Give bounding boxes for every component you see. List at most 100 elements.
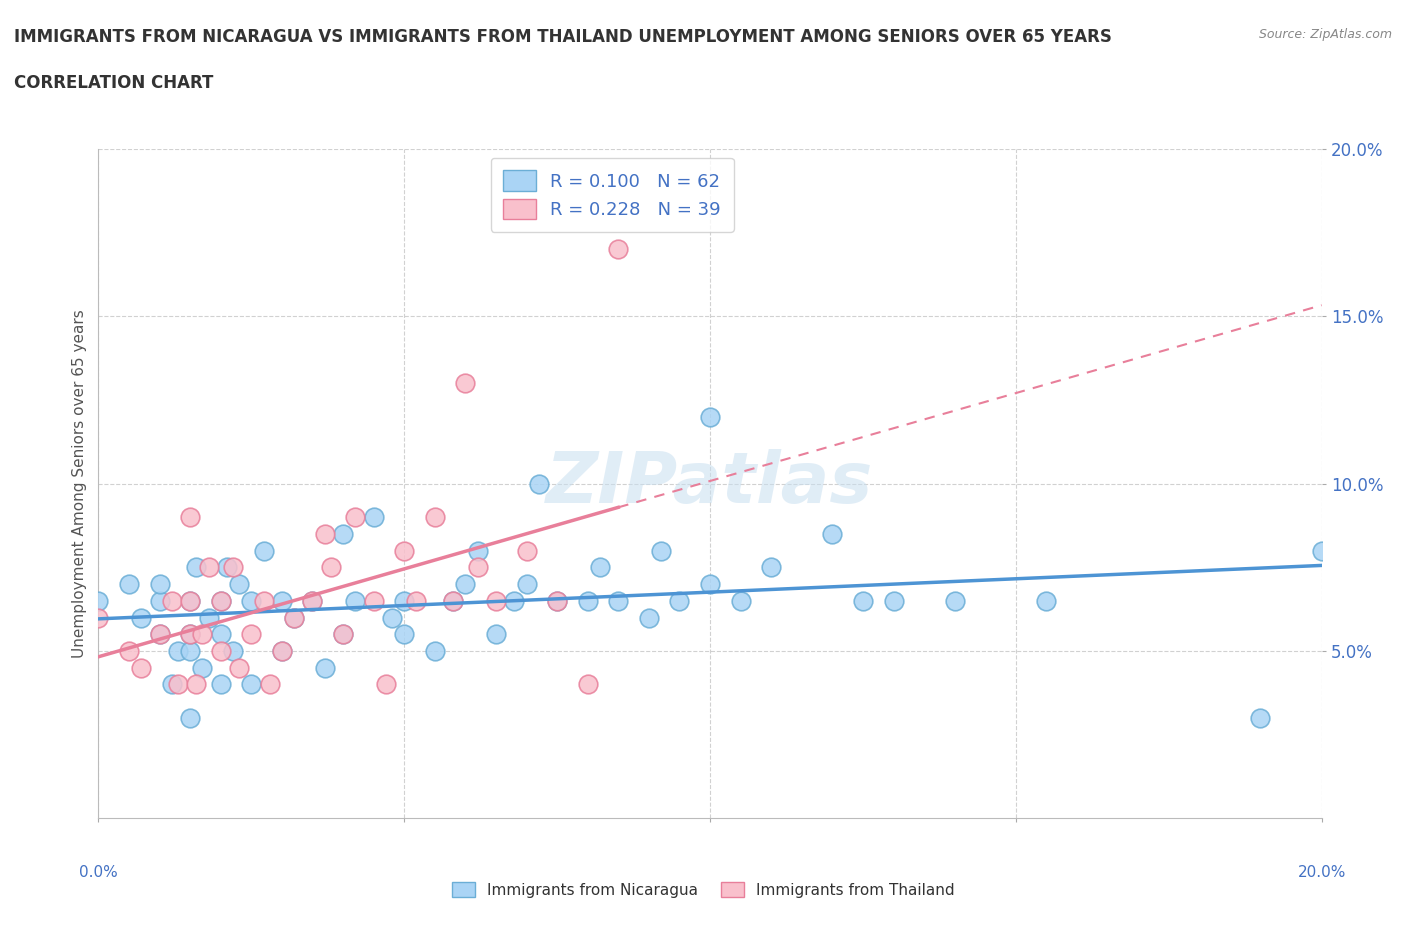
Point [179,627,201,642]
Point [129,610,152,625]
Point [240,593,263,608]
Point [259,677,281,692]
Point [160,677,183,692]
Point [270,644,292,658]
Point [332,526,354,541]
Point [228,660,250,675]
Point [283,610,305,625]
Point [423,510,446,525]
Point [283,610,305,625]
Point [209,677,232,692]
Point [363,510,385,525]
Text: CORRELATION CHART: CORRELATION CHART [14,74,214,92]
Point [197,560,219,575]
Point [167,644,190,658]
Point [607,242,630,257]
Point [252,593,274,608]
Point [363,593,385,608]
Point [392,543,416,558]
Point [209,593,232,608]
Point [467,560,489,575]
Text: 20.0%: 20.0% [1298,865,1346,880]
Point [270,593,292,608]
Point [179,593,201,608]
Point [1310,543,1333,558]
Point [87,593,110,608]
Point [301,593,323,608]
Point [332,627,354,642]
Point [344,510,367,525]
Point [160,593,183,608]
Point [197,610,219,625]
Point [467,543,489,558]
Point [381,610,404,625]
Point [314,526,336,541]
Point [454,376,477,391]
Point [186,677,208,692]
Point [149,593,172,608]
Point [423,644,446,658]
Point [149,627,172,642]
Point [650,543,672,558]
Text: ZIPatlas: ZIPatlas [547,449,873,518]
Point [576,593,599,608]
Point [319,560,342,575]
Point [344,593,367,608]
Point [759,560,782,575]
Point [607,593,630,608]
Point [454,577,477,591]
Point [215,560,238,575]
Point [222,644,245,658]
Point [129,660,152,675]
Point [118,577,141,591]
Point [821,526,844,541]
Y-axis label: Unemployment Among Seniors over 65 years: Unemployment Among Seniors over 65 years [72,309,87,658]
Point [222,560,245,575]
Point [149,627,172,642]
Text: 0.0%: 0.0% [79,865,118,880]
Point [516,543,538,558]
Point [883,593,905,608]
Point [1035,593,1057,608]
Point [301,593,323,608]
Point [191,627,214,642]
Point [228,577,250,591]
Point [699,409,721,424]
Point [270,644,292,658]
Point [209,644,232,658]
Point [589,560,612,575]
Text: Source: ZipAtlas.com: Source: ZipAtlas.com [1258,28,1392,41]
Legend: R = 0.100   N = 62, R = 0.228   N = 39: R = 0.100 N = 62, R = 0.228 N = 39 [491,158,734,232]
Point [485,627,508,642]
Point [546,593,568,608]
Point [527,476,550,491]
Point [730,593,752,608]
Point [668,593,690,608]
Point [179,711,201,725]
Point [441,593,464,608]
Point [441,593,464,608]
Text: IMMIGRANTS FROM NICARAGUA VS IMMIGRANTS FROM THAILAND UNEMPLOYMENT AMONG SENIORS: IMMIGRANTS FROM NICARAGUA VS IMMIGRANTS … [14,28,1112,46]
Point [87,610,110,625]
Point [252,543,274,558]
Point [503,593,526,608]
Point [179,593,201,608]
Point [699,577,721,591]
Point [209,627,232,642]
Point [516,577,538,591]
Legend: Immigrants from Nicaragua, Immigrants from Thailand: Immigrants from Nicaragua, Immigrants fr… [446,875,960,904]
Point [240,677,263,692]
Point [392,627,416,642]
Point [209,593,232,608]
Point [637,610,661,625]
Point [1249,711,1271,725]
Point [374,677,396,692]
Point [943,593,966,608]
Point [332,627,354,642]
Point [191,660,214,675]
Point [852,593,875,608]
Point [485,593,508,608]
Point [240,627,263,642]
Point [118,644,141,658]
Point [186,560,208,575]
